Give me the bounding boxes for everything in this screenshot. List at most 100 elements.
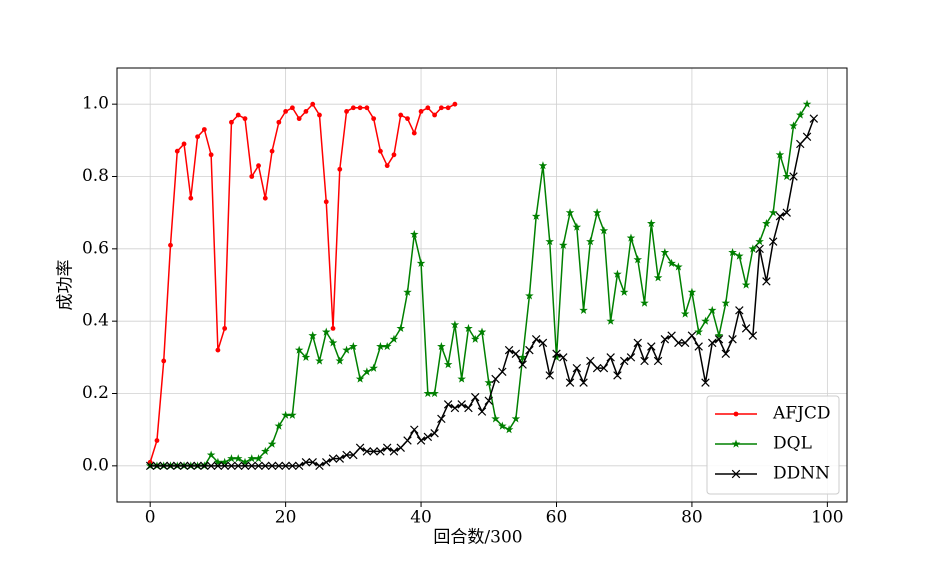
marker-star xyxy=(376,341,385,351)
marker-star xyxy=(667,258,676,267)
marker-star xyxy=(653,273,663,282)
marker-star xyxy=(274,421,284,430)
marker-x xyxy=(450,403,460,413)
marker-star xyxy=(660,247,670,257)
marker-star xyxy=(328,338,338,347)
marker-star xyxy=(443,360,453,369)
marker-x xyxy=(355,443,365,452)
marker-x xyxy=(701,378,710,387)
marker-dot xyxy=(249,174,255,179)
marker-dot xyxy=(438,105,444,111)
marker-x xyxy=(410,425,419,434)
marker-x xyxy=(735,306,744,315)
marker-star xyxy=(762,219,771,228)
marker-star xyxy=(606,316,615,325)
marker-star xyxy=(423,389,433,398)
marker-star xyxy=(410,229,419,239)
marker-x xyxy=(660,335,670,344)
marker-x xyxy=(586,356,595,366)
x-axis-label: 回合数/300 xyxy=(433,528,522,548)
marker-x xyxy=(308,457,317,467)
marker-star xyxy=(477,327,487,336)
marker-star xyxy=(470,334,480,343)
marker-star xyxy=(227,454,236,463)
marker-x xyxy=(525,345,534,355)
marker-star xyxy=(213,457,223,466)
marker-dot xyxy=(384,163,390,169)
marker-dot xyxy=(161,358,167,364)
marker-star xyxy=(640,298,649,307)
marker-dot xyxy=(181,141,187,147)
marker-x xyxy=(328,454,338,463)
marker-star xyxy=(531,211,541,220)
marker-star xyxy=(437,341,446,351)
y-tick-label: 0.6 xyxy=(82,238,109,258)
marker-star xyxy=(768,208,778,217)
marker-dot xyxy=(296,116,302,122)
marker-x xyxy=(389,447,399,456)
marker-x xyxy=(227,461,236,471)
plot-area: 0 20 40 60 80 100 0.0 0.2 0.4 0.6 0.8 1.0 xyxy=(82,68,847,528)
marker-dot xyxy=(242,116,248,122)
marker-x xyxy=(789,172,798,181)
marker-star xyxy=(362,367,372,376)
marker-dot xyxy=(195,134,200,140)
marker-dot xyxy=(452,101,458,107)
marker-star xyxy=(382,341,392,351)
marker-dot xyxy=(201,127,207,132)
marker-x xyxy=(382,443,392,452)
marker-x xyxy=(667,331,676,340)
x-tick-label: 0 xyxy=(145,508,156,528)
marker-dot xyxy=(303,109,309,114)
marker-x xyxy=(206,461,216,471)
marker-dot xyxy=(188,195,194,201)
marker-x xyxy=(261,461,270,471)
marker-x xyxy=(200,461,209,471)
marker-x xyxy=(680,338,690,348)
marker-dot xyxy=(222,326,228,331)
marker-x xyxy=(606,353,615,362)
marker-dot xyxy=(405,116,410,122)
marker-dot xyxy=(283,109,289,114)
marker-star xyxy=(335,356,345,365)
marker-dot xyxy=(330,326,336,331)
y-tick-label: 0.8 xyxy=(82,166,109,186)
marker-x xyxy=(491,374,500,384)
marker-dot xyxy=(391,152,397,158)
marker-star xyxy=(308,331,317,340)
marker-star xyxy=(396,323,406,333)
marker-x xyxy=(281,461,290,471)
marker-x xyxy=(145,461,155,471)
marker-star xyxy=(775,150,785,159)
marker-dot xyxy=(215,347,221,353)
x-tick-label: 80 xyxy=(681,508,703,528)
marker-dot xyxy=(418,109,424,114)
y-tick-label: 0.0 xyxy=(82,455,109,475)
marker-x xyxy=(674,338,683,348)
marker-dot xyxy=(276,119,282,125)
marker-x xyxy=(186,461,196,471)
marker-x xyxy=(152,461,162,471)
marker-star xyxy=(735,251,744,260)
marker-star xyxy=(538,161,548,170)
marker-star xyxy=(552,352,561,361)
marker-star xyxy=(613,269,622,278)
marker-dot xyxy=(350,105,356,111)
marker-x xyxy=(755,244,764,254)
legend-box xyxy=(706,395,840,495)
marker-star xyxy=(261,446,270,456)
marker-star xyxy=(545,237,554,246)
marker-x xyxy=(240,461,250,471)
marker-star xyxy=(795,110,805,119)
marker-star xyxy=(430,389,439,398)
marker-x xyxy=(443,400,453,409)
marker-x xyxy=(809,114,819,123)
marker-x xyxy=(775,212,785,221)
marker-x xyxy=(159,461,168,471)
marker-star xyxy=(586,237,595,246)
marker-star xyxy=(707,305,717,314)
marker-star xyxy=(518,352,527,361)
series-line xyxy=(149,102,456,463)
marker-dot xyxy=(154,438,160,443)
